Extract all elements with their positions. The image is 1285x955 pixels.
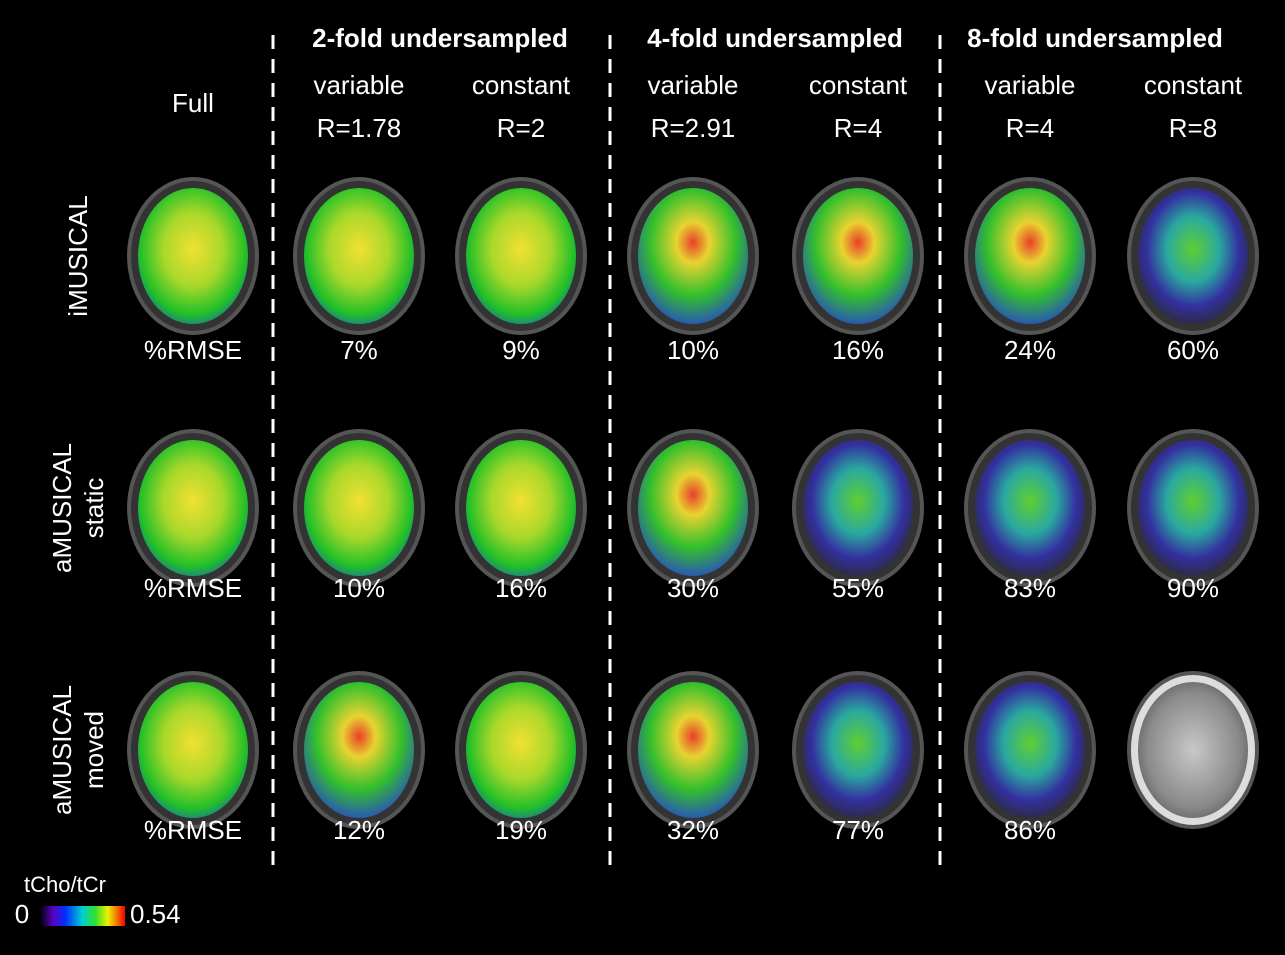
column-header: R=4: [834, 113, 882, 143]
brain-image-map: [466, 440, 576, 576]
rmse-value: 60%: [1167, 335, 1219, 365]
brain-image-map: [975, 188, 1085, 324]
colorbar: [40, 906, 125, 926]
brain-image-map: [803, 682, 913, 818]
row-label: moved: [79, 711, 109, 789]
brain-image-map: [138, 440, 248, 576]
rmse-value: 86%: [1004, 815, 1056, 845]
rmse-value: 24%: [1004, 335, 1056, 365]
brain-image-map: [803, 188, 913, 324]
rmse-value: 83%: [1004, 573, 1056, 603]
rmse-value: 10%: [667, 335, 719, 365]
brain-image-map: [975, 440, 1085, 576]
figure: 2-fold undersampled 4-fold undersampled …: [0, 0, 1285, 950]
brain-image-map: [638, 188, 748, 324]
column-header: constant: [809, 70, 908, 100]
brain-image-map: [1138, 682, 1248, 818]
brain-image-map: [304, 440, 414, 576]
rmse-value: 30%: [667, 573, 719, 603]
rmse-value: 90%: [1167, 573, 1219, 603]
column-header: variable: [984, 70, 1075, 100]
brain-image-map: [638, 440, 748, 576]
brain-image-map: [803, 440, 913, 576]
rmse-value: 55%: [832, 573, 884, 603]
column-header: Full: [172, 88, 214, 118]
colorbar-label: tCho/tCr: [24, 872, 106, 897]
row-label: aMUSICAL: [47, 443, 77, 573]
column-header: R=1.78: [317, 113, 402, 143]
row-label: aMUSICAL: [47, 685, 77, 815]
group-header: 4-fold undersampled: [647, 23, 903, 53]
brain-image-map: [138, 682, 248, 818]
rmse-value: 10%: [333, 573, 385, 603]
brain-image-map: [138, 188, 248, 324]
rmse-value: 9%: [502, 335, 540, 365]
rmse-value: 77%: [832, 815, 884, 845]
rmse-value: 12%: [333, 815, 385, 845]
metric-label: %RMSE: [144, 815, 242, 845]
rmse-value: 16%: [495, 573, 547, 603]
column-header: constant: [472, 70, 571, 100]
colorbar-min: 0: [15, 899, 29, 929]
brain-image-map: [304, 682, 414, 818]
brain-image-map: [304, 188, 414, 324]
column-header: R=2.91: [651, 113, 736, 143]
column-header: R=2: [497, 113, 545, 143]
brain-image-map: [1138, 188, 1248, 324]
column-header: R=8: [1169, 113, 1217, 143]
metric-label: %RMSE: [144, 573, 242, 603]
metric-label: %RMSE: [144, 335, 242, 365]
column-header: constant: [1144, 70, 1243, 100]
column-header: variable: [647, 70, 738, 100]
column-header: variable: [313, 70, 404, 100]
row-label: static: [79, 478, 109, 539]
row-label: iMUSICAL: [63, 195, 93, 316]
brain-image-map: [466, 188, 576, 324]
group-header: 2-fold undersampled: [312, 23, 568, 53]
brain-image-map: [638, 682, 748, 818]
rmse-value: 19%: [495, 815, 547, 845]
brain-image-map: [975, 682, 1085, 818]
colorbar-max: 0.54: [130, 899, 181, 929]
rmse-value: 16%: [832, 335, 884, 365]
column-header: R=4: [1006, 113, 1054, 143]
group-header: 8-fold undersampled: [967, 23, 1223, 53]
brain-image-map: [1138, 440, 1248, 576]
brain-image-map: [466, 682, 576, 818]
rmse-value: 7%: [340, 335, 378, 365]
rmse-value: 32%: [667, 815, 719, 845]
